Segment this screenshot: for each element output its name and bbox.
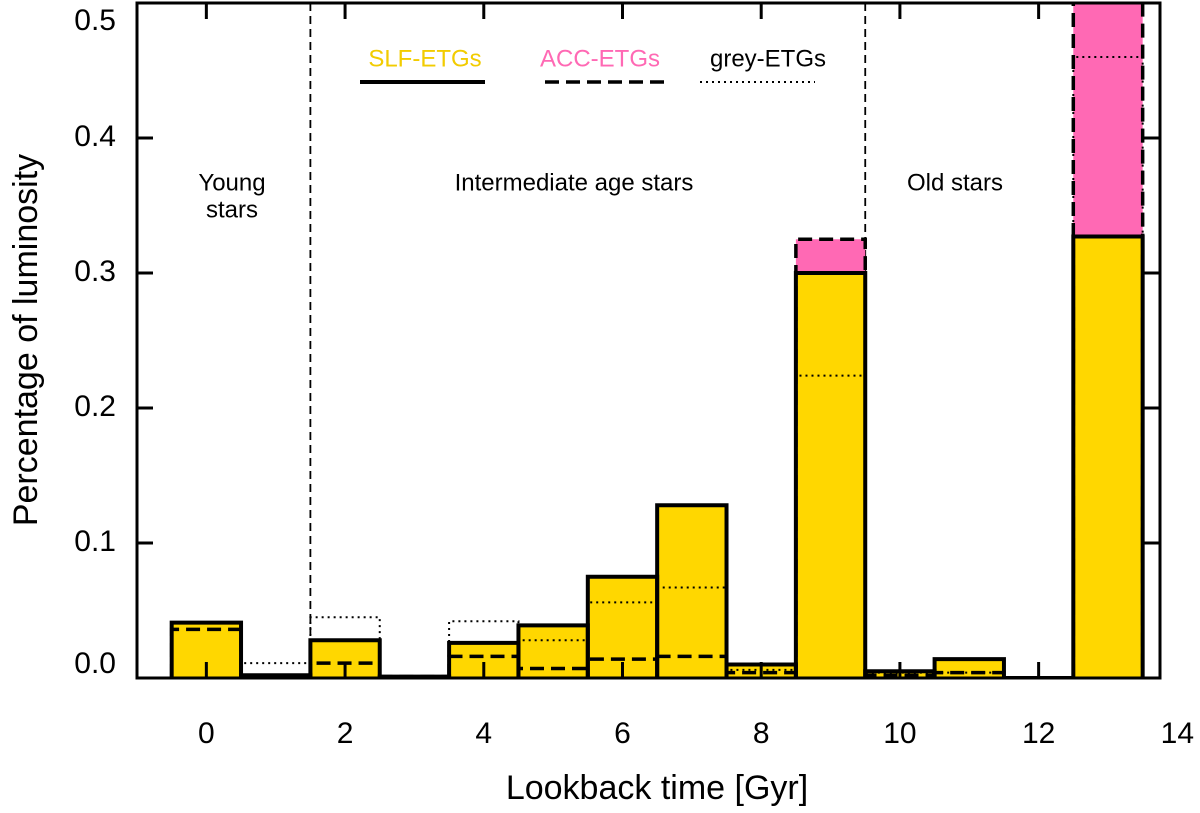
annotation: Intermediate age stars [455, 169, 694, 196]
y-tick-label: 0.0 [74, 647, 116, 680]
legend-label: ACC-ETGs [540, 45, 660, 72]
bar-outline [448, 620, 520, 678]
x-tick-label: 12 [1022, 717, 1055, 750]
x-tick-label: 14 [1161, 717, 1194, 750]
bar-outline [1072, 56, 1144, 678]
legend-label: SLF-ETGs [368, 45, 481, 72]
bar-outline [793, 271, 868, 678]
legend-label: grey-ETGs [710, 45, 826, 72]
bar-outline [1071, 234, 1145, 678]
plot-area [169, 3, 1145, 678]
x-tick-label: 0 [198, 717, 215, 750]
x-axis-label: Lookback time [Gyr] [506, 769, 808, 807]
y-axis-label: Percentage of luminosity [7, 154, 45, 526]
bar-excess [795, 239, 866, 273]
bar-outline [655, 503, 729, 678]
bar-outline [932, 657, 1006, 678]
bar-outline [169, 620, 244, 678]
bar [795, 273, 866, 678]
y-tick-label: 0.2 [74, 390, 116, 423]
y-tick-label: 0.1 [74, 525, 116, 558]
bar [587, 576, 658, 678]
annotation: stars [206, 196, 258, 223]
y-tick-label: 0.5 [74, 4, 116, 37]
bar [934, 659, 1004, 678]
bar-outline [308, 638, 382, 678]
x-tick-label: 8 [753, 717, 770, 750]
bar-excess [1073, 3, 1143, 237]
y-tick-label: 0.3 [74, 255, 116, 288]
x-tick-label: 10 [883, 717, 916, 750]
annotation: Old stars [907, 169, 1003, 196]
annotation: Young [198, 169, 265, 196]
x-tick-label: 6 [614, 717, 631, 750]
bar [657, 505, 727, 678]
x-tick-label: 4 [475, 717, 492, 750]
bar [1073, 236, 1143, 678]
y-tick-label: 0.4 [74, 120, 116, 153]
x-tick-label: 2 [337, 717, 354, 750]
frame [135, 1, 1162, 680]
